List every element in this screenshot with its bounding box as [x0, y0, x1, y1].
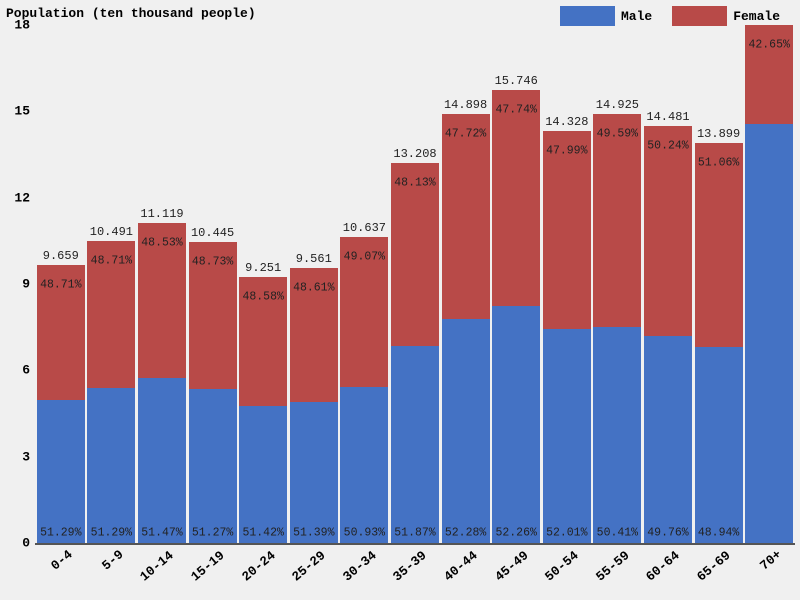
bar-total-label: 10.445 [189, 226, 237, 240]
bar-male [593, 327, 641, 544]
bar-group: 14.92549.59%50.41% [593, 114, 641, 544]
bar-male [695, 347, 743, 543]
x-tick-label: 5-9 [99, 547, 127, 574]
bar-total-label: 11.119 [138, 207, 186, 221]
x-tick-label: 0-4 [48, 547, 76, 574]
bar-male [37, 400, 85, 543]
legend-label-female: Female [733, 9, 780, 24]
chart-title: Population (ten thousand people) [6, 6, 256, 21]
bar-male [138, 378, 186, 543]
x-tick-label: 50-54 [542, 548, 582, 585]
bar-female [138, 223, 186, 378]
bar-total-label: 14.898 [442, 98, 490, 112]
x-tick-label: 35-39 [390, 548, 430, 585]
bar-male [492, 306, 540, 543]
y-tick-label: 6 [0, 363, 30, 378]
bar-male [644, 336, 692, 543]
bar-group: 10.44548.73%51.27% [189, 242, 237, 543]
bar-female [695, 143, 743, 347]
bar-female [543, 131, 591, 329]
bar-group: 10.63749.07%50.93% [340, 237, 388, 543]
bar-female [442, 114, 490, 319]
bar-male [745, 124, 793, 543]
bar-male [189, 389, 237, 543]
x-tick-label: 20-24 [239, 548, 279, 585]
bar-total-label: 14.328 [543, 115, 591, 129]
bar-male [543, 329, 591, 543]
bar-female [290, 268, 338, 402]
bar-female [340, 237, 388, 387]
bar-group: 11.11948.53%51.47% [138, 223, 186, 543]
x-tick-label: 10-14 [137, 548, 177, 585]
y-tick-label: 3 [0, 449, 30, 464]
bar-female [239, 277, 287, 406]
bar-group: 13.20848.13%51.87% [391, 163, 439, 543]
bar-male [391, 346, 439, 543]
legend-swatch-female [672, 6, 727, 26]
x-tick-label: 55-59 [593, 548, 633, 585]
bar-total-label: 14.925 [593, 98, 641, 112]
bar-group: 14.48150.24%49.76% [644, 126, 692, 543]
bar-male [290, 402, 338, 543]
y-tick-label: 12 [0, 190, 30, 205]
bar-total-label: 10.637 [340, 221, 388, 235]
bar-female [644, 126, 692, 335]
x-tick-label: 15-19 [188, 548, 228, 585]
legend-swatch-male [560, 6, 615, 26]
bar-group: 10.49148.71%51.29% [87, 241, 135, 543]
y-tick-label: 18 [0, 18, 30, 33]
bar-total-label: 13.899 [695, 127, 743, 141]
bar-total-label: 9.659 [37, 249, 85, 263]
x-tick-label: 60-64 [643, 548, 683, 585]
y-tick-label: 15 [0, 104, 30, 119]
bar-total-label: 14.481 [644, 110, 692, 124]
bar-male [442, 319, 490, 543]
legend-label-male: Male [621, 9, 652, 24]
bar-male [239, 406, 287, 543]
legend: Male Female [560, 6, 780, 26]
bar-group: 14.32847.99%52.01% [543, 131, 591, 543]
bar-female [492, 90, 540, 306]
bar-group: 13.89951.06%48.94% [695, 143, 743, 543]
x-tick-label: 25-29 [289, 548, 329, 585]
bar-male [340, 387, 388, 543]
bar-female [391, 163, 439, 346]
x-tick-label: 70+ [757, 547, 785, 574]
bar-group: 42.65% [745, 25, 793, 543]
y-tick-label: 9 [0, 277, 30, 292]
x-tick-label: 65-69 [694, 548, 734, 585]
bar-group: 14.89847.72%52.28% [442, 114, 490, 543]
bar-female [37, 265, 85, 400]
legend-item-male: Male [560, 6, 652, 26]
bar-female [745, 25, 793, 124]
bar-group: 9.25148.58%51.42% [239, 277, 287, 543]
bar-female [189, 242, 237, 388]
plot-area: 9.65948.71%51.29%10.49148.71%51.29%11.11… [35, 25, 795, 543]
bar-group: 15.74647.74%52.26% [492, 90, 540, 543]
bar-total-label: 10.491 [87, 225, 135, 239]
x-axis-line [35, 543, 795, 545]
legend-item-female: Female [672, 6, 780, 26]
bar-total-label: 13.208 [391, 147, 439, 161]
bar-total-label: 9.251 [239, 261, 287, 275]
x-tick-label: 40-44 [441, 548, 481, 585]
bar-total-label: 15.746 [492, 74, 540, 88]
bar-group: 9.65948.71%51.29% [37, 265, 85, 543]
bar-female [87, 241, 135, 388]
x-tick-label: 45-49 [492, 548, 532, 585]
population-chart: Population (ten thousand people) Male Fe… [0, 0, 800, 600]
bar-female [593, 114, 641, 327]
bar-group: 9.56148.61%51.39% [290, 268, 338, 543]
bar-male [87, 388, 135, 543]
bar-total-label: 9.561 [290, 252, 338, 266]
x-tick-label: 30-34 [340, 548, 380, 585]
y-tick-label: 0 [0, 536, 30, 551]
